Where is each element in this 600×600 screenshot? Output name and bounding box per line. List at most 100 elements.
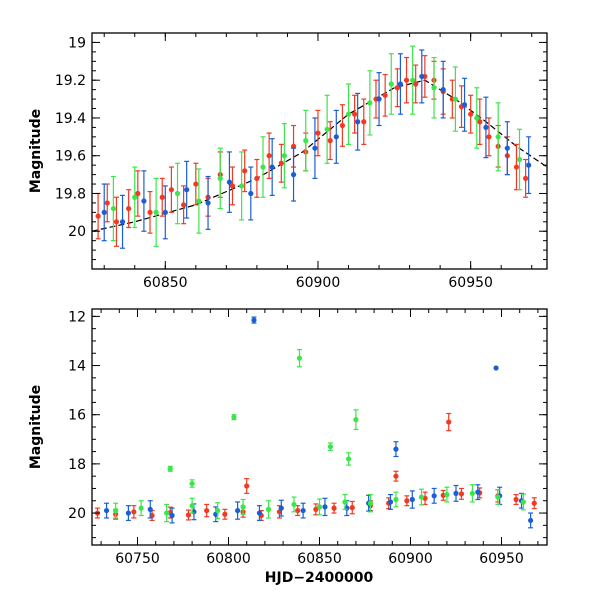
green-data-point xyxy=(132,194,138,200)
bottom-panel-data xyxy=(94,316,537,529)
red-data-point xyxy=(513,164,520,170)
blue-data-point xyxy=(147,506,153,512)
red-data-point xyxy=(382,92,388,98)
red-data-point xyxy=(181,202,187,208)
x-tick-label: 60950 xyxy=(448,275,493,291)
y-tick-label: 20 xyxy=(68,506,86,522)
red-data-point xyxy=(403,77,410,83)
bottom-x-axis-title: HJD−2400000 xyxy=(265,570,374,586)
red-data-point xyxy=(458,491,465,497)
y-tick-label: 19.6 xyxy=(55,149,86,165)
red-data-point xyxy=(229,183,236,189)
red-data-point xyxy=(147,209,153,215)
blue-data-point xyxy=(103,507,110,514)
y-tick-label: 19 xyxy=(68,35,86,51)
green-data-point xyxy=(418,494,425,500)
red-data-point xyxy=(352,111,358,117)
green-data-point xyxy=(353,417,359,423)
blue-data-point xyxy=(409,496,415,503)
x-tick-label: 60900 xyxy=(388,551,433,567)
blue-data-point xyxy=(184,187,190,193)
red-data-point xyxy=(327,138,333,144)
red-data-point xyxy=(339,122,346,129)
blue-data-point xyxy=(125,510,131,516)
green-data-point xyxy=(393,496,399,503)
green-data-point xyxy=(189,503,195,509)
green-data-point xyxy=(113,507,119,514)
red-data-point xyxy=(477,119,483,125)
blue-data-point xyxy=(278,505,284,511)
green-data-point xyxy=(367,100,373,106)
green-data-point xyxy=(303,138,309,144)
red-data-point xyxy=(486,134,492,140)
red-data-point xyxy=(126,205,132,212)
red-data-point xyxy=(95,213,101,219)
blue-data-point xyxy=(355,119,361,125)
green-data-point xyxy=(164,510,170,516)
green-data-point xyxy=(296,355,303,361)
red-data-point xyxy=(413,81,419,87)
blue-data-point xyxy=(101,209,107,215)
blue-data-point xyxy=(290,172,297,178)
x-tick-label: 60750 xyxy=(115,551,160,567)
top-panel-ticks: 60850 60900 60950 19 19.2 19.4 19.6 19.8 20 xyxy=(55,33,547,291)
blue-data-point xyxy=(141,198,147,204)
red-data-point xyxy=(131,509,137,515)
green-data-point xyxy=(367,500,374,506)
bottom-panel-ticks: 60750 60800 60850 60900 60950 12 14 16 18 20 xyxy=(68,309,547,567)
green-data-point xyxy=(495,494,501,500)
red-data-point xyxy=(531,500,537,506)
blue-data-point xyxy=(269,164,275,170)
red-data-point xyxy=(159,194,165,200)
red-data-point xyxy=(168,187,174,193)
green-data-point xyxy=(452,96,458,102)
green-data-point xyxy=(291,501,297,508)
red-data-point xyxy=(468,111,474,117)
blue-data-point xyxy=(312,145,318,151)
red-data-point xyxy=(278,160,284,166)
blue-data-point xyxy=(393,446,399,452)
green-data-point xyxy=(431,85,437,91)
green-data-point xyxy=(265,506,272,512)
red-data-point xyxy=(204,507,210,514)
red-data-point xyxy=(244,483,250,489)
green-data-point xyxy=(410,77,416,83)
red-data-point xyxy=(185,512,192,518)
blue-data-point xyxy=(475,489,481,495)
red-data-point xyxy=(266,153,272,159)
green-data-point xyxy=(474,115,480,121)
bottom-panel: 60750 60800 60850 60900 60950 12 14 16 18 20 Magn… xyxy=(28,308,548,586)
model-curve-line xyxy=(92,79,547,232)
top-y-axis-title: Magnitude xyxy=(28,109,44,193)
blue-data-point xyxy=(440,87,446,93)
green-data-point xyxy=(520,499,526,505)
green-data-point xyxy=(495,134,501,140)
y-tick-label: 12 xyxy=(68,309,86,325)
green-data-point xyxy=(214,507,221,514)
blue-data-point xyxy=(248,190,254,197)
blue-data-point xyxy=(453,490,459,496)
red-data-point xyxy=(361,119,367,125)
blue-data-point xyxy=(333,134,339,140)
green-data-point xyxy=(217,175,223,181)
bottom-y-axis-title: Magnitude xyxy=(28,385,44,469)
green-data-point xyxy=(153,209,159,215)
red-data-point xyxy=(242,168,248,174)
blue-data-point xyxy=(205,200,211,206)
red-data-point xyxy=(313,506,319,512)
blue-data-point xyxy=(526,162,532,168)
blue-data-point xyxy=(251,317,257,323)
green-data-point xyxy=(444,492,450,498)
x-tick-label: 60900 xyxy=(296,275,341,291)
blue-data-point xyxy=(397,81,404,87)
blue-data-point xyxy=(226,179,233,185)
blue-data-point xyxy=(387,499,394,505)
y-tick-label: 16 xyxy=(68,408,86,424)
x-tick-label: 60950 xyxy=(479,551,524,567)
red-data-point xyxy=(254,175,260,181)
red-data-point xyxy=(104,200,110,206)
red-data-point xyxy=(331,505,337,511)
green-data-point xyxy=(239,183,245,189)
green-data-point xyxy=(167,466,173,472)
